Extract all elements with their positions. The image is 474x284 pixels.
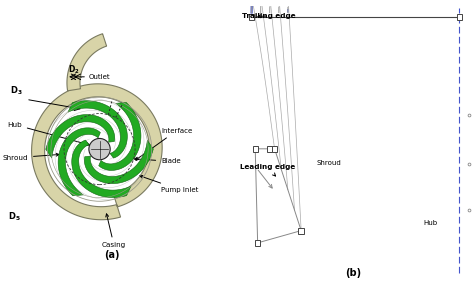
- Polygon shape: [99, 103, 141, 170]
- Polygon shape: [32, 84, 162, 220]
- Bar: [249, 14, 254, 20]
- Bar: [255, 240, 260, 246]
- Text: Casing: Casing: [102, 214, 126, 248]
- Text: Pump Inlet: Pump Inlet: [140, 176, 199, 193]
- Text: Hub: Hub: [423, 220, 438, 226]
- Bar: [272, 146, 277, 152]
- Text: Interface: Interface: [136, 128, 192, 160]
- Polygon shape: [72, 140, 131, 197]
- Text: (a): (a): [104, 250, 119, 260]
- Polygon shape: [67, 34, 107, 91]
- Text: Blade: Blade: [134, 158, 181, 164]
- Text: $\mathbf{D_3}$: $\mathbf{D_3}$: [10, 84, 23, 97]
- Text: Leading edge: Leading edge: [239, 164, 295, 176]
- Bar: [299, 227, 304, 234]
- Bar: [253, 146, 258, 152]
- Polygon shape: [84, 140, 153, 184]
- Polygon shape: [58, 128, 100, 196]
- Text: (b): (b): [345, 268, 361, 277]
- Text: $\mathbf{D_5}$: $\mathbf{D_5}$: [8, 210, 20, 223]
- Text: Shroud: Shroud: [2, 153, 59, 161]
- Polygon shape: [68, 101, 128, 158]
- Polygon shape: [46, 114, 115, 158]
- Text: Hub: Hub: [7, 122, 90, 145]
- Bar: [457, 14, 462, 20]
- Text: Layer 1.0: Layer 1.0: [0, 283, 1, 284]
- Text: Layer 0.25: Layer 0.25: [0, 283, 1, 284]
- Text: Trailing edge: Trailing edge: [242, 13, 296, 19]
- Circle shape: [89, 138, 110, 160]
- Text: Layer 0: Layer 0: [0, 283, 1, 284]
- Text: $\mathbf{D_2}$: $\mathbf{D_2}$: [68, 63, 80, 76]
- Bar: [267, 146, 273, 152]
- Text: Layer 0.50: Layer 0.50: [0, 283, 1, 284]
- Text: Shroud: Shroud: [317, 160, 341, 166]
- Text: Layer 0.75: Layer 0.75: [0, 283, 1, 284]
- Text: Outlet: Outlet: [88, 74, 110, 80]
